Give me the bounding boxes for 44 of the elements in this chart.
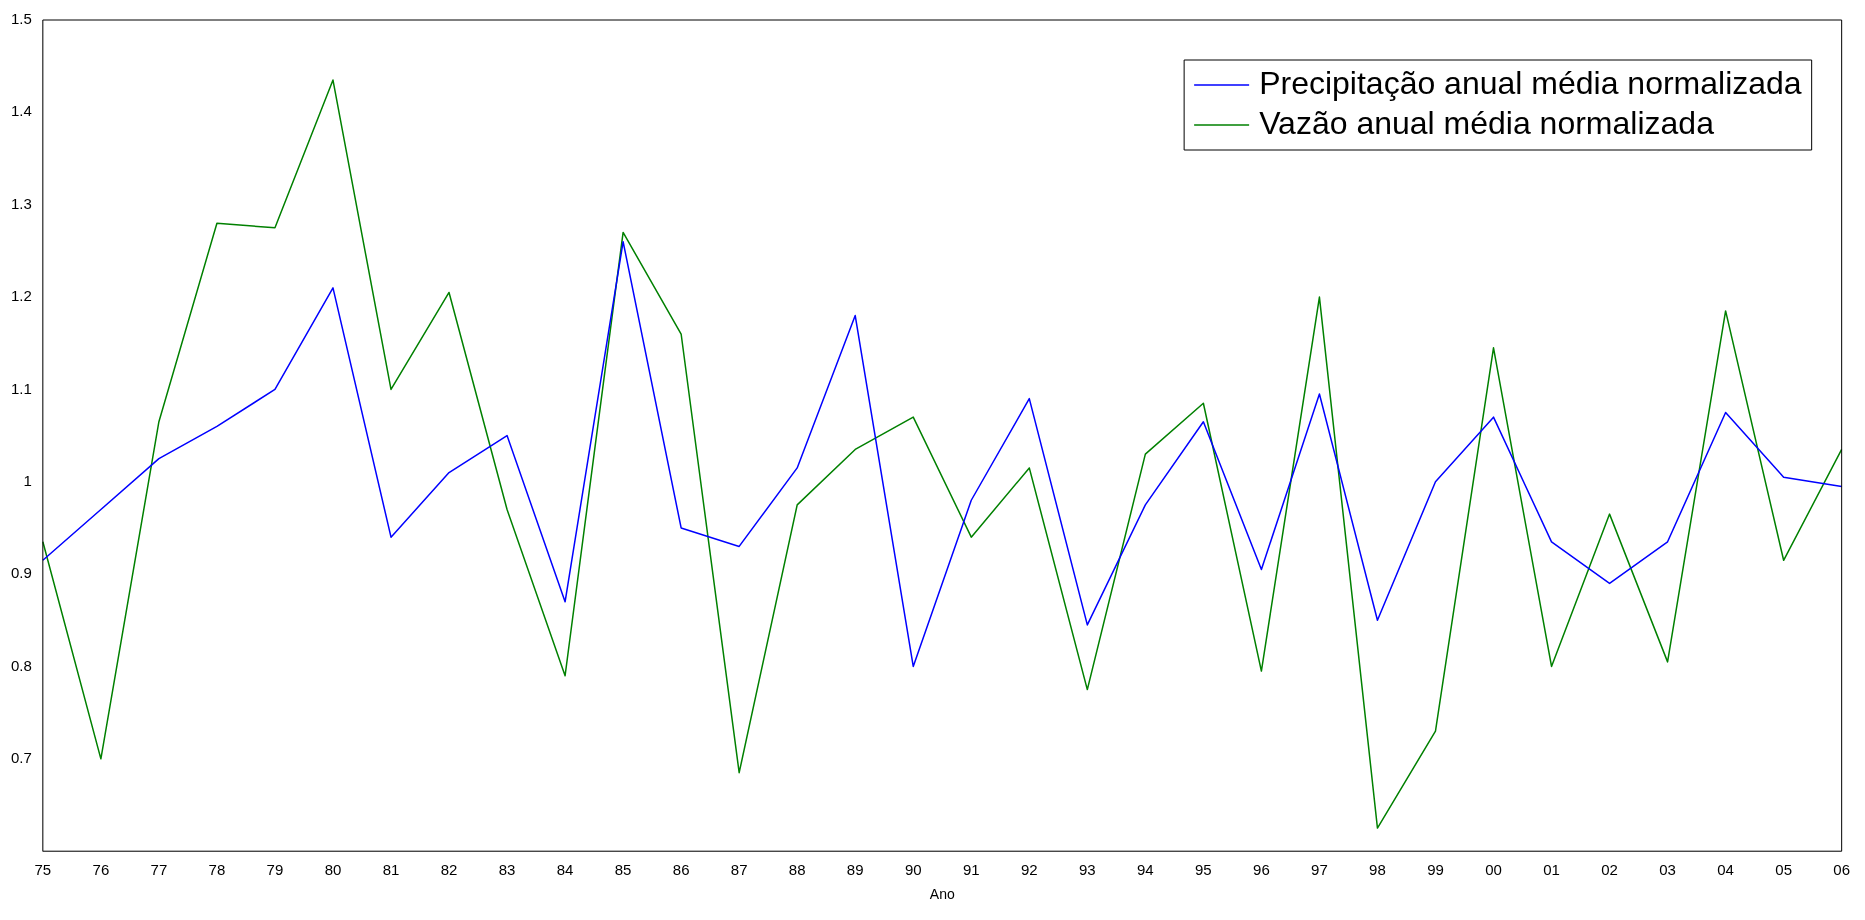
x-tick-label: 93 — [1078, 861, 1096, 879]
x-tick-label: 86 — [672, 861, 690, 879]
x-tick-label: 80 — [324, 861, 342, 879]
x-tick-label: 02 — [1601, 861, 1618, 879]
y-tick-label: 0.8 — [10, 656, 32, 674]
x-tick-label: 85 — [614, 861, 632, 879]
legend-label: Precipitação anual média normalizada — [1259, 64, 1802, 101]
y-tick-label: 0.7 — [10, 748, 32, 766]
x-tick-label: 94 — [1137, 861, 1154, 879]
x-axis-title: Ano — [929, 886, 955, 903]
x-tick-label: 79 — [266, 861, 284, 879]
y-tick-label: 1 — [23, 471, 32, 489]
x-tick-label: 75 — [34, 861, 52, 879]
x-tick-label: 03 — [1659, 861, 1676, 879]
x-tick-label: 95 — [1195, 861, 1212, 879]
x-tick-label: 00 — [1485, 861, 1502, 879]
x-tick-label: 97 — [1311, 861, 1328, 879]
x-tick-label: 05 — [1775, 861, 1792, 879]
x-tick-label: 77 — [150, 861, 168, 879]
x-tick-label: 88 — [788, 861, 806, 879]
x-tick-label: 99 — [1427, 861, 1444, 879]
x-tick-label: 76 — [92, 861, 110, 879]
x-tick-label: 01 — [1543, 861, 1560, 879]
x-tick-label: 87 — [730, 861, 748, 879]
y-tick-label: 0.9 — [10, 564, 32, 582]
x-tick-label: 90 — [904, 861, 922, 879]
y-tick-label: 1.3 — [10, 194, 32, 212]
x-tick-label: 84 — [556, 861, 574, 879]
y-tick-label: 1.2 — [10, 287, 32, 305]
x-tick-label: 91 — [962, 861, 980, 879]
y-tick-label: 1.1 — [10, 379, 32, 397]
x-tick-label: 04 — [1717, 861, 1734, 879]
x-tick-label: 92 — [1020, 861, 1038, 879]
x-tick-label: 78 — [208, 861, 226, 879]
x-tick-label: 98 — [1369, 861, 1386, 879]
x-tick-label: 82 — [440, 861, 458, 879]
x-tick-label: 96 — [1253, 861, 1270, 879]
y-tick-label: 1.5 — [10, 10, 32, 28]
y-tick-label: 1.4 — [10, 102, 32, 120]
x-tick-label: 83 — [498, 861, 516, 879]
x-tick-label: 06 — [1833, 861, 1850, 879]
x-tick-label: 81 — [382, 861, 400, 879]
x-tick-label: 89 — [846, 861, 864, 879]
legend-label: Vazão anual média normalizada — [1259, 104, 1715, 141]
